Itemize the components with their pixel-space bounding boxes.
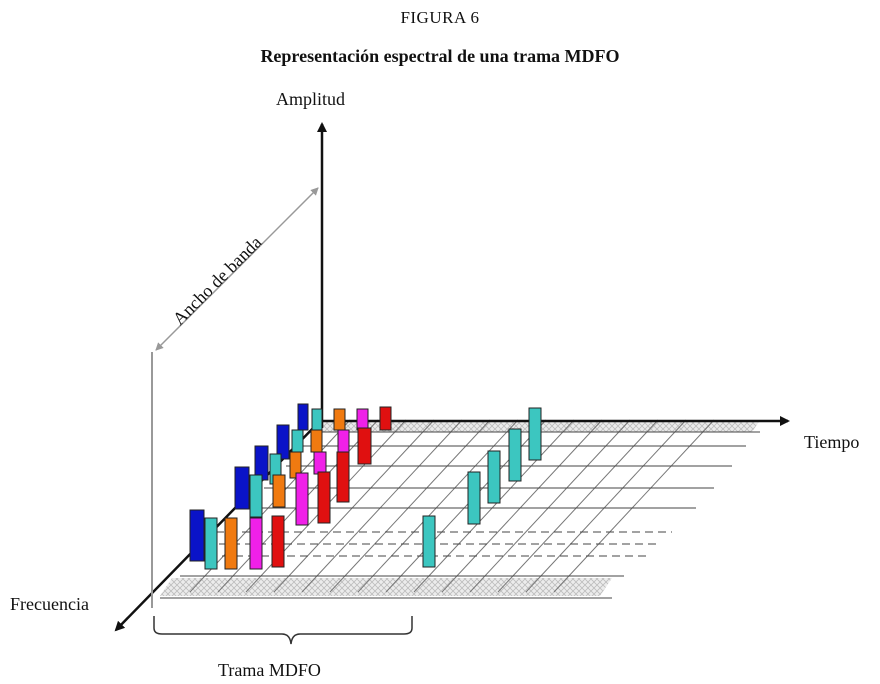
bar-sc3: [272, 474, 286, 508]
pilot-bar: [528, 407, 542, 461]
bar-sc4: [249, 517, 263, 570]
bandwidth-label: Ancho de banda: [169, 232, 266, 329]
pilot-bar: [422, 515, 436, 568]
bar-sc2: [311, 408, 323, 431]
bar-sc5: [357, 427, 372, 465]
bandwidth-arrow: [155, 187, 319, 351]
frame-label: Trama MDFO: [218, 660, 321, 680]
pilot-bar: [487, 450, 501, 504]
figure-title: Representación espectral de una trama MD…: [260, 46, 620, 66]
bar-sc1: [189, 509, 205, 562]
bar-sc2: [249, 474, 263, 518]
figure-number: FIGURA 6: [400, 8, 480, 27]
bar-sc5: [336, 451, 350, 503]
front-band: [160, 578, 612, 596]
bar-sc3: [224, 517, 238, 570]
time-label: Tiempo: [804, 432, 859, 452]
bar-sc3: [333, 408, 346, 431]
bar-sc5: [271, 515, 285, 568]
bar-sc2: [204, 517, 218, 570]
bar-sc4: [295, 472, 309, 526]
bar-sc5: [317, 471, 331, 524]
frame-brace: [153, 616, 413, 645]
pilot-bar: [467, 471, 481, 525]
bar-sc1: [234, 466, 250, 510]
bar-sc5: [379, 406, 392, 431]
amplitude-label: Amplitud: [276, 89, 345, 109]
bar-sc4: [356, 408, 369, 431]
bar-sc2: [291, 429, 304, 453]
frequency-label: Frecuencia: [10, 594, 89, 614]
bar-sc1: [297, 403, 309, 431]
subcarrier-bars: [189, 403, 542, 570]
bar-sc4: [337, 429, 350, 453]
bar-sc4: [313, 451, 327, 475]
bar-sc1: [276, 424, 290, 460]
bar-sc3: [310, 429, 323, 453]
pilot-bar: [508, 428, 522, 482]
